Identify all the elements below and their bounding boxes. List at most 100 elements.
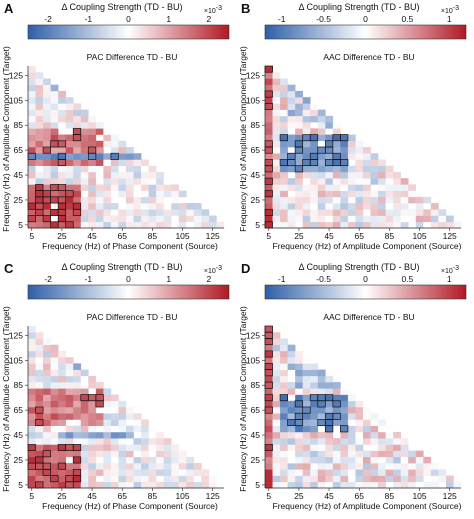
colorbar-exponent-power: -3	[453, 5, 459, 12]
heatmap-cell	[325, 388, 334, 395]
heatmap-cell	[385, 463, 394, 470]
heatmap-cell	[65, 215, 74, 223]
heatmap-cell	[58, 165, 66, 173]
heatmap-cell	[332, 438, 341, 445]
heatmap-cell	[370, 475, 379, 483]
heatmap-cell	[35, 134, 44, 142]
heatmap-cell	[35, 203, 44, 210]
heatmap-cell	[265, 481, 273, 489]
heatmap-cell	[156, 196, 164, 204]
heatmap-cell	[265, 475, 273, 483]
heatmap-cell	[148, 456, 157, 464]
heatmap-cell	[393, 438, 401, 445]
heatmap-cell	[103, 463, 112, 470]
heatmap-cell	[58, 171, 66, 179]
heatmap-cell	[400, 196, 409, 204]
heatmap-cell	[265, 196, 273, 204]
heatmap-cell	[50, 209, 59, 216]
heatmap-cell	[355, 444, 364, 451]
heatmap-cell	[272, 375, 281, 383]
heatmap-cell	[295, 413, 303, 420]
heatmap-cell	[355, 184, 364, 191]
heatmap-cell	[50, 481, 59, 489]
heatmap-cell	[35, 171, 44, 179]
heatmap-cell	[340, 413, 349, 420]
heatmap-cell	[88, 178, 97, 185]
heatmap-cell	[28, 444, 36, 451]
heatmap-cell	[73, 115, 82, 123]
heatmap-cell	[28, 407, 36, 414]
heatmap-cell	[133, 165, 142, 173]
heatmap-cell	[340, 209, 349, 216]
heatmap-cell	[43, 357, 51, 364]
heatmap-cell	[103, 153, 112, 160]
heatmap-cell	[88, 221, 97, 229]
heatmap-cell	[88, 382, 97, 389]
heatmap-cell	[325, 203, 334, 210]
heatmap-cell	[50, 128, 59, 135]
heatmap-cell	[272, 394, 281, 402]
heatmap-cell	[50, 134, 59, 142]
heatmap-cell	[347, 147, 356, 154]
heatmap-cell	[265, 338, 273, 345]
heatmap-cell	[310, 190, 319, 198]
heatmap-cell	[103, 400, 112, 408]
heatmap-cell	[347, 134, 356, 142]
heatmap-cell	[438, 215, 447, 223]
heatmap-cell	[317, 215, 326, 223]
heatmap-cell	[80, 134, 89, 142]
heatmap-cell	[103, 140, 112, 148]
heatmap-cell	[171, 209, 180, 216]
heatmap-cell	[295, 209, 303, 216]
heatmap-cell	[80, 382, 89, 389]
heatmap-cell	[317, 450, 326, 458]
y-tick-label: 105	[9, 355, 23, 365]
heatmap-cell	[148, 425, 157, 433]
heatmap-cell	[141, 190, 149, 198]
heatmap-cell	[325, 475, 334, 483]
heatmap-cell	[265, 128, 273, 135]
heatmap-cell	[408, 456, 417, 464]
heatmap-cell	[332, 481, 341, 489]
heatmap-cell	[35, 115, 44, 123]
x-tick-label: 125	[206, 491, 220, 501]
heatmap-cell	[133, 190, 142, 198]
heatmap-cell	[28, 178, 36, 185]
heatmap-cell	[302, 109, 311, 117]
heatmap-cell	[438, 221, 447, 229]
heatmap-cell	[287, 97, 296, 104]
heatmap-cell	[65, 115, 74, 123]
heatmap-cell	[295, 109, 303, 117]
heatmap-cell	[148, 221, 157, 229]
heatmap-cell	[287, 84, 296, 92]
x-tick-label: 45	[87, 231, 97, 241]
heatmap-cell	[43, 90, 51, 98]
heatmap-cell	[35, 184, 44, 191]
heatmap-cell	[430, 209, 439, 216]
heatmap-cell	[126, 444, 134, 451]
heatmap-cell	[65, 165, 74, 173]
heatmap-cell	[393, 431, 401, 439]
significant-cell	[72, 456, 82, 464]
heatmap-cell	[141, 425, 149, 433]
heatmap-cell	[355, 153, 364, 160]
heatmap-cell	[28, 128, 36, 135]
heatmap-cell	[355, 159, 364, 166]
heatmap-cell	[110, 178, 119, 185]
heatmap-cell	[302, 103, 311, 110]
heatmap-cell	[340, 419, 349, 426]
heatmap-cell	[156, 221, 164, 229]
y-tick-label: 45	[14, 170, 24, 180]
heatmap-cell	[408, 196, 417, 204]
heatmap-cell	[340, 456, 349, 464]
significant-cell	[72, 444, 82, 451]
y-axis-label: Frequency (Hz) of Amplitude Component (T…	[238, 306, 248, 492]
heatmap-cell	[332, 190, 341, 198]
heatmap-cell	[363, 407, 371, 414]
heatmap-cell	[310, 134, 319, 142]
heatmap-cell	[265, 394, 273, 402]
heatmap-cell	[103, 475, 112, 483]
heatmap-cell	[58, 388, 66, 395]
heatmap-cell	[287, 400, 296, 408]
